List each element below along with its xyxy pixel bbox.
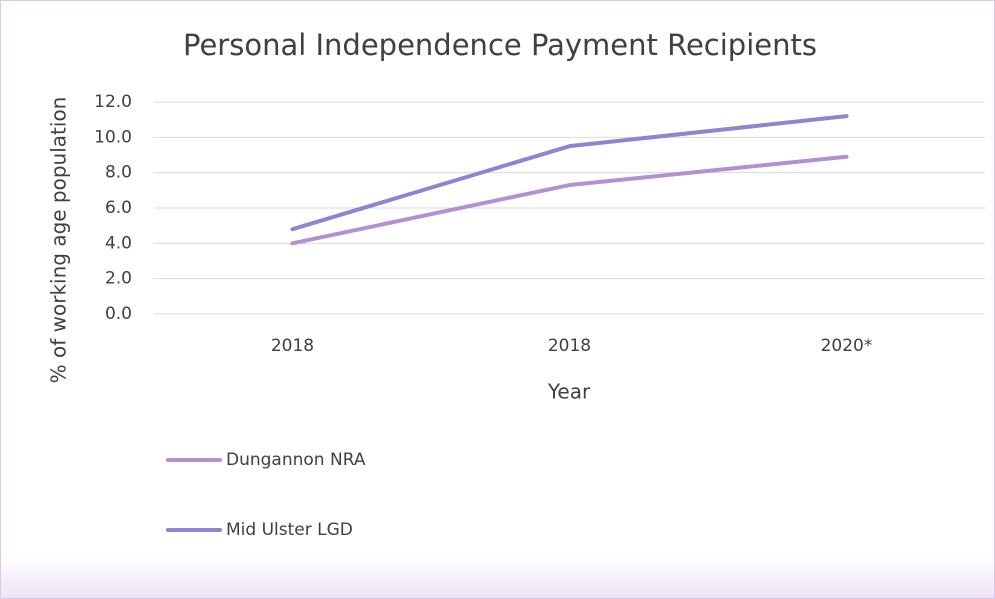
x-axis-label: Year [547,380,591,404]
y-tick-label: 12.0 [94,92,132,112]
series-line [290,154,849,246]
y-tick-label: 0.0 [105,304,132,324]
series-line [290,114,849,232]
chart-title: Personal Independence Payment Recipients [183,28,817,62]
x-tick-label: 2018 [548,336,591,356]
x-tick-label: 2018 [271,336,314,356]
y-tick-label: 6.0 [105,198,132,218]
legend-label: Mid Ulster LGD [226,520,353,540]
x-tick-label: 2020* [821,336,873,356]
y-tick-label: 4.0 [105,233,132,253]
y-tick-label: 10.0 [94,127,132,147]
y-tick-label: 2.0 [105,269,132,289]
legend-label: Dungannon NRA [226,450,366,470]
y-tick-label: 8.0 [105,163,132,183]
y-axis-label: % of working age population [47,97,71,384]
